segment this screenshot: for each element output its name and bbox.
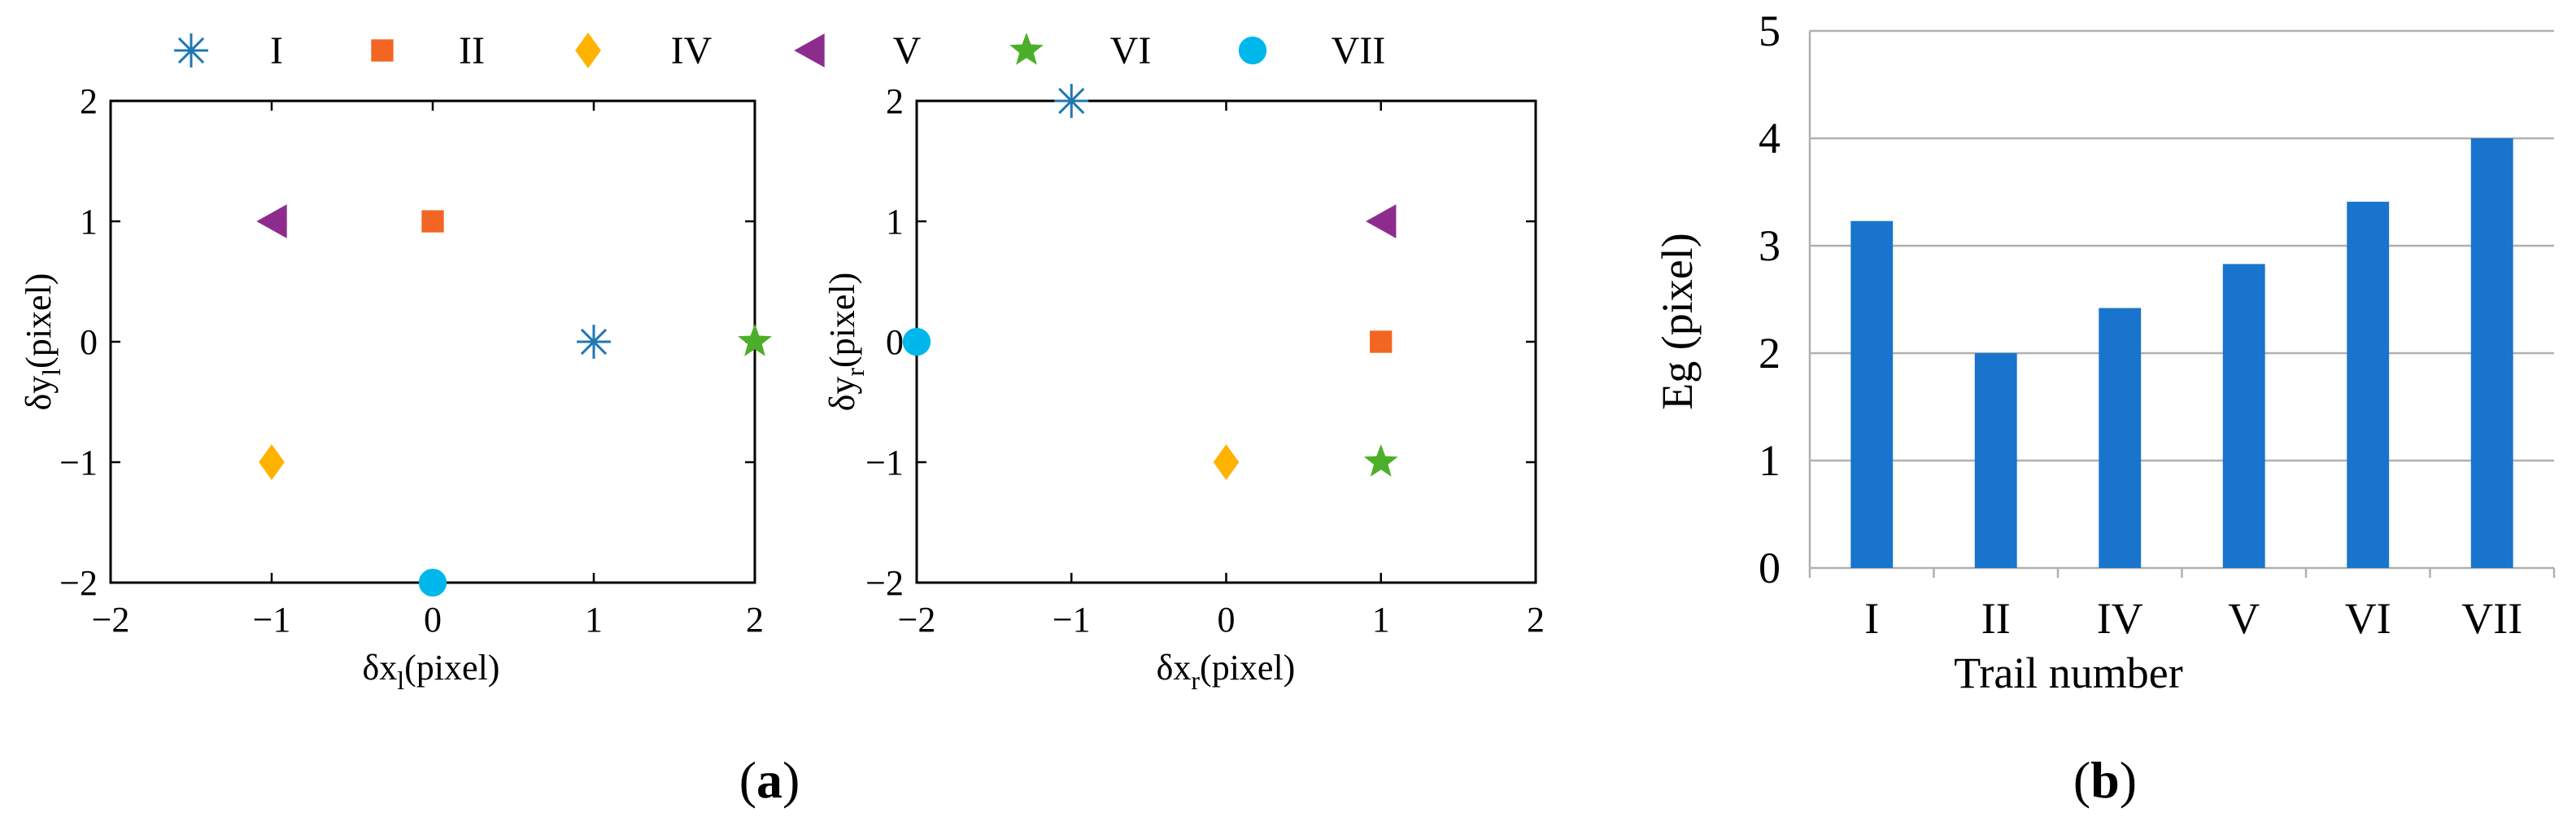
scatter-right-ylabel: δyr(pixel) <box>822 273 870 412</box>
bar-ytick-label: 3 <box>1759 221 1781 270</box>
scatter-right-point-ii <box>1370 330 1393 353</box>
legend-label-ii: II <box>459 29 485 72</box>
scatter-right-point-iv <box>1213 444 1240 480</box>
scatter-right-ytick-label: 0 <box>886 322 904 362</box>
legend-label-i: I <box>270 29 283 72</box>
scatter-left-point-iv <box>259 444 285 480</box>
bar-ii <box>1974 353 2017 568</box>
legend: I II IV V VI VII <box>174 29 1385 72</box>
bar-v <box>2222 264 2265 568</box>
scatter-right-point-vi <box>1363 444 1398 477</box>
scatter-left-ytick-label: 1 <box>80 202 98 242</box>
bar-vii <box>2470 138 2513 568</box>
scatter-left-point-v <box>256 204 287 238</box>
scatter-right-point-v <box>1366 204 1397 238</box>
bar-xtick-label: II <box>1981 594 2011 643</box>
scatter-right-xlabel: δxr(pixel) <box>1157 648 1296 695</box>
legend-label-v: V <box>893 29 922 72</box>
scatter-left-xlabel: δxl(pixel) <box>363 648 500 695</box>
scatter-right-plot: −2 −1 0 1 2 −2 −1 0 1 2 δxr(pixel) δyr(pixel) <box>822 81 1545 695</box>
bar-xlabel: Trail number <box>1954 649 2183 697</box>
scatter-right-ytick-label: 1 <box>886 202 904 242</box>
panel-label-a: (a) <box>739 751 800 809</box>
bar-vi <box>2347 201 2390 568</box>
legend-marker-iv-icon <box>575 33 601 68</box>
legend-marker-vi-icon <box>1009 33 1044 65</box>
legend-marker-vii-icon <box>1238 36 1267 65</box>
scatter-left-xtick-label: 0 <box>424 600 442 640</box>
legend-label-iv: IV <box>671 29 713 72</box>
bar-ytick-label: 4 <box>1759 114 1781 163</box>
scatter-right-xtick-label: 2 <box>1527 600 1545 640</box>
scatter-left-xtick-label: 1 <box>585 600 603 640</box>
scatter-left-xtick-label: −1 <box>253 600 291 640</box>
bar-ytick-label: 1 <box>1759 436 1781 485</box>
bar-xtick-label: IV <box>2097 594 2143 643</box>
panel-label-b: (b) <box>2073 751 2137 809</box>
scatter-right-xtick-label: −1 <box>1053 600 1091 640</box>
scatter-left-point-vi <box>738 324 772 356</box>
scatter-left-point-ii <box>421 210 444 233</box>
scatter-right-xtick-label: 1 <box>1372 600 1390 640</box>
scatter-left-ylabel: δyl(pixel) <box>19 273 66 411</box>
scatter-left-ytick-label: 0 <box>80 322 98 362</box>
legend-marker-v-icon <box>794 33 825 68</box>
scatter-left-ytick-label: 2 <box>80 81 98 121</box>
bar-xtick-label: VII <box>2461 594 2522 643</box>
scatter-right-point-i <box>1054 84 1089 118</box>
bar-ytick-label: 0 <box>1759 544 1781 592</box>
bar-xtick-label: I <box>1864 594 1879 643</box>
scatter-left-xtick-label: −2 <box>92 600 130 640</box>
scatter-left-point-vii <box>418 568 447 597</box>
bar-ytick-label: 2 <box>1759 329 1781 378</box>
scatter-right-point-vii <box>902 327 931 356</box>
scatter-left-xtick-label: 2 <box>746 600 764 640</box>
bar-xtick-label: VI <box>2345 594 2391 643</box>
legend-marker-i-icon <box>174 33 208 68</box>
scatter-right-ytick-label: −1 <box>865 443 904 483</box>
scatter-right-xtick-label: 0 <box>1218 600 1236 640</box>
scatter-right-xtick-label: −2 <box>898 600 936 640</box>
legend-label-vi: VI <box>1110 29 1152 72</box>
scatter-right-frame <box>915 99 1537 584</box>
bar-ytick-label: 5 <box>1759 7 1781 55</box>
scatter-right-ytick-label: 2 <box>886 81 904 121</box>
bar-iv <box>2099 308 2142 568</box>
legend-label-vii: VII <box>1332 29 1386 72</box>
bar-xtick-label: V <box>2228 594 2260 643</box>
legend-marker-ii-icon <box>371 39 394 62</box>
scatter-left-frame <box>109 99 756 584</box>
scatter-right-ytick-label: −2 <box>865 563 904 603</box>
scatter-left-plot: −2 −1 0 1 2 −2 −1 0 1 2 δxl(pixel) δyl(pixel) <box>19 81 772 695</box>
scatter-left-ytick-label: −1 <box>59 443 98 483</box>
scatter-left-point-i <box>577 325 611 359</box>
bar-i <box>1850 221 1894 568</box>
bar-ylabel: Eg (pixel) <box>1653 233 1702 409</box>
scatter-left-ytick-label: −2 <box>59 563 98 603</box>
